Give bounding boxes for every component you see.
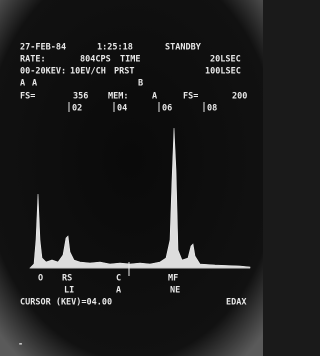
status: STANDBY: [165, 43, 202, 53]
label: PRST: [114, 67, 134, 77]
element-label: MF: [168, 274, 178, 284]
element-label: C: [116, 274, 121, 284]
value: 356: [73, 92, 88, 102]
value: 10EV/CH: [70, 67, 106, 77]
scale-mark: 08: [207, 104, 217, 114]
value: 804CPS: [80, 55, 111, 65]
scale-mark: 02: [72, 104, 82, 114]
label: TIME: [120, 55, 140, 65]
label: FS=: [183, 92, 198, 102]
label: B: [138, 79, 143, 89]
element-label: LI: [64, 286, 74, 296]
label: RATE:: [20, 55, 46, 65]
label: FS=: [20, 92, 35, 102]
scale-mark: 04: [117, 104, 127, 114]
date: 27-FEB-84: [20, 43, 66, 53]
element-label: A: [116, 286, 121, 296]
screen-photo: 27-FEB-84 1:25:18 STANDBY RATE: 804CPS T…: [0, 0, 263, 356]
element-label: O: [38, 274, 43, 284]
marker: -: [18, 340, 23, 350]
value: A: [152, 92, 157, 102]
label: A: [32, 79, 37, 89]
element-label: RS: [62, 274, 72, 284]
value: 200: [232, 92, 247, 102]
brand: EDAX: [226, 298, 246, 308]
element-label: NE: [170, 286, 180, 296]
scale-mark: 06: [162, 104, 172, 114]
label: 00-20KEV:: [20, 67, 66, 77]
label: MEM:: [108, 92, 128, 102]
label: A: [20, 79, 25, 89]
cursor-readout: CURSOR (KEV)=04.00: [20, 298, 112, 308]
value: 100LSEC: [205, 67, 241, 77]
value: 20LSEC: [210, 55, 241, 65]
time: 1:25:18: [97, 43, 133, 53]
